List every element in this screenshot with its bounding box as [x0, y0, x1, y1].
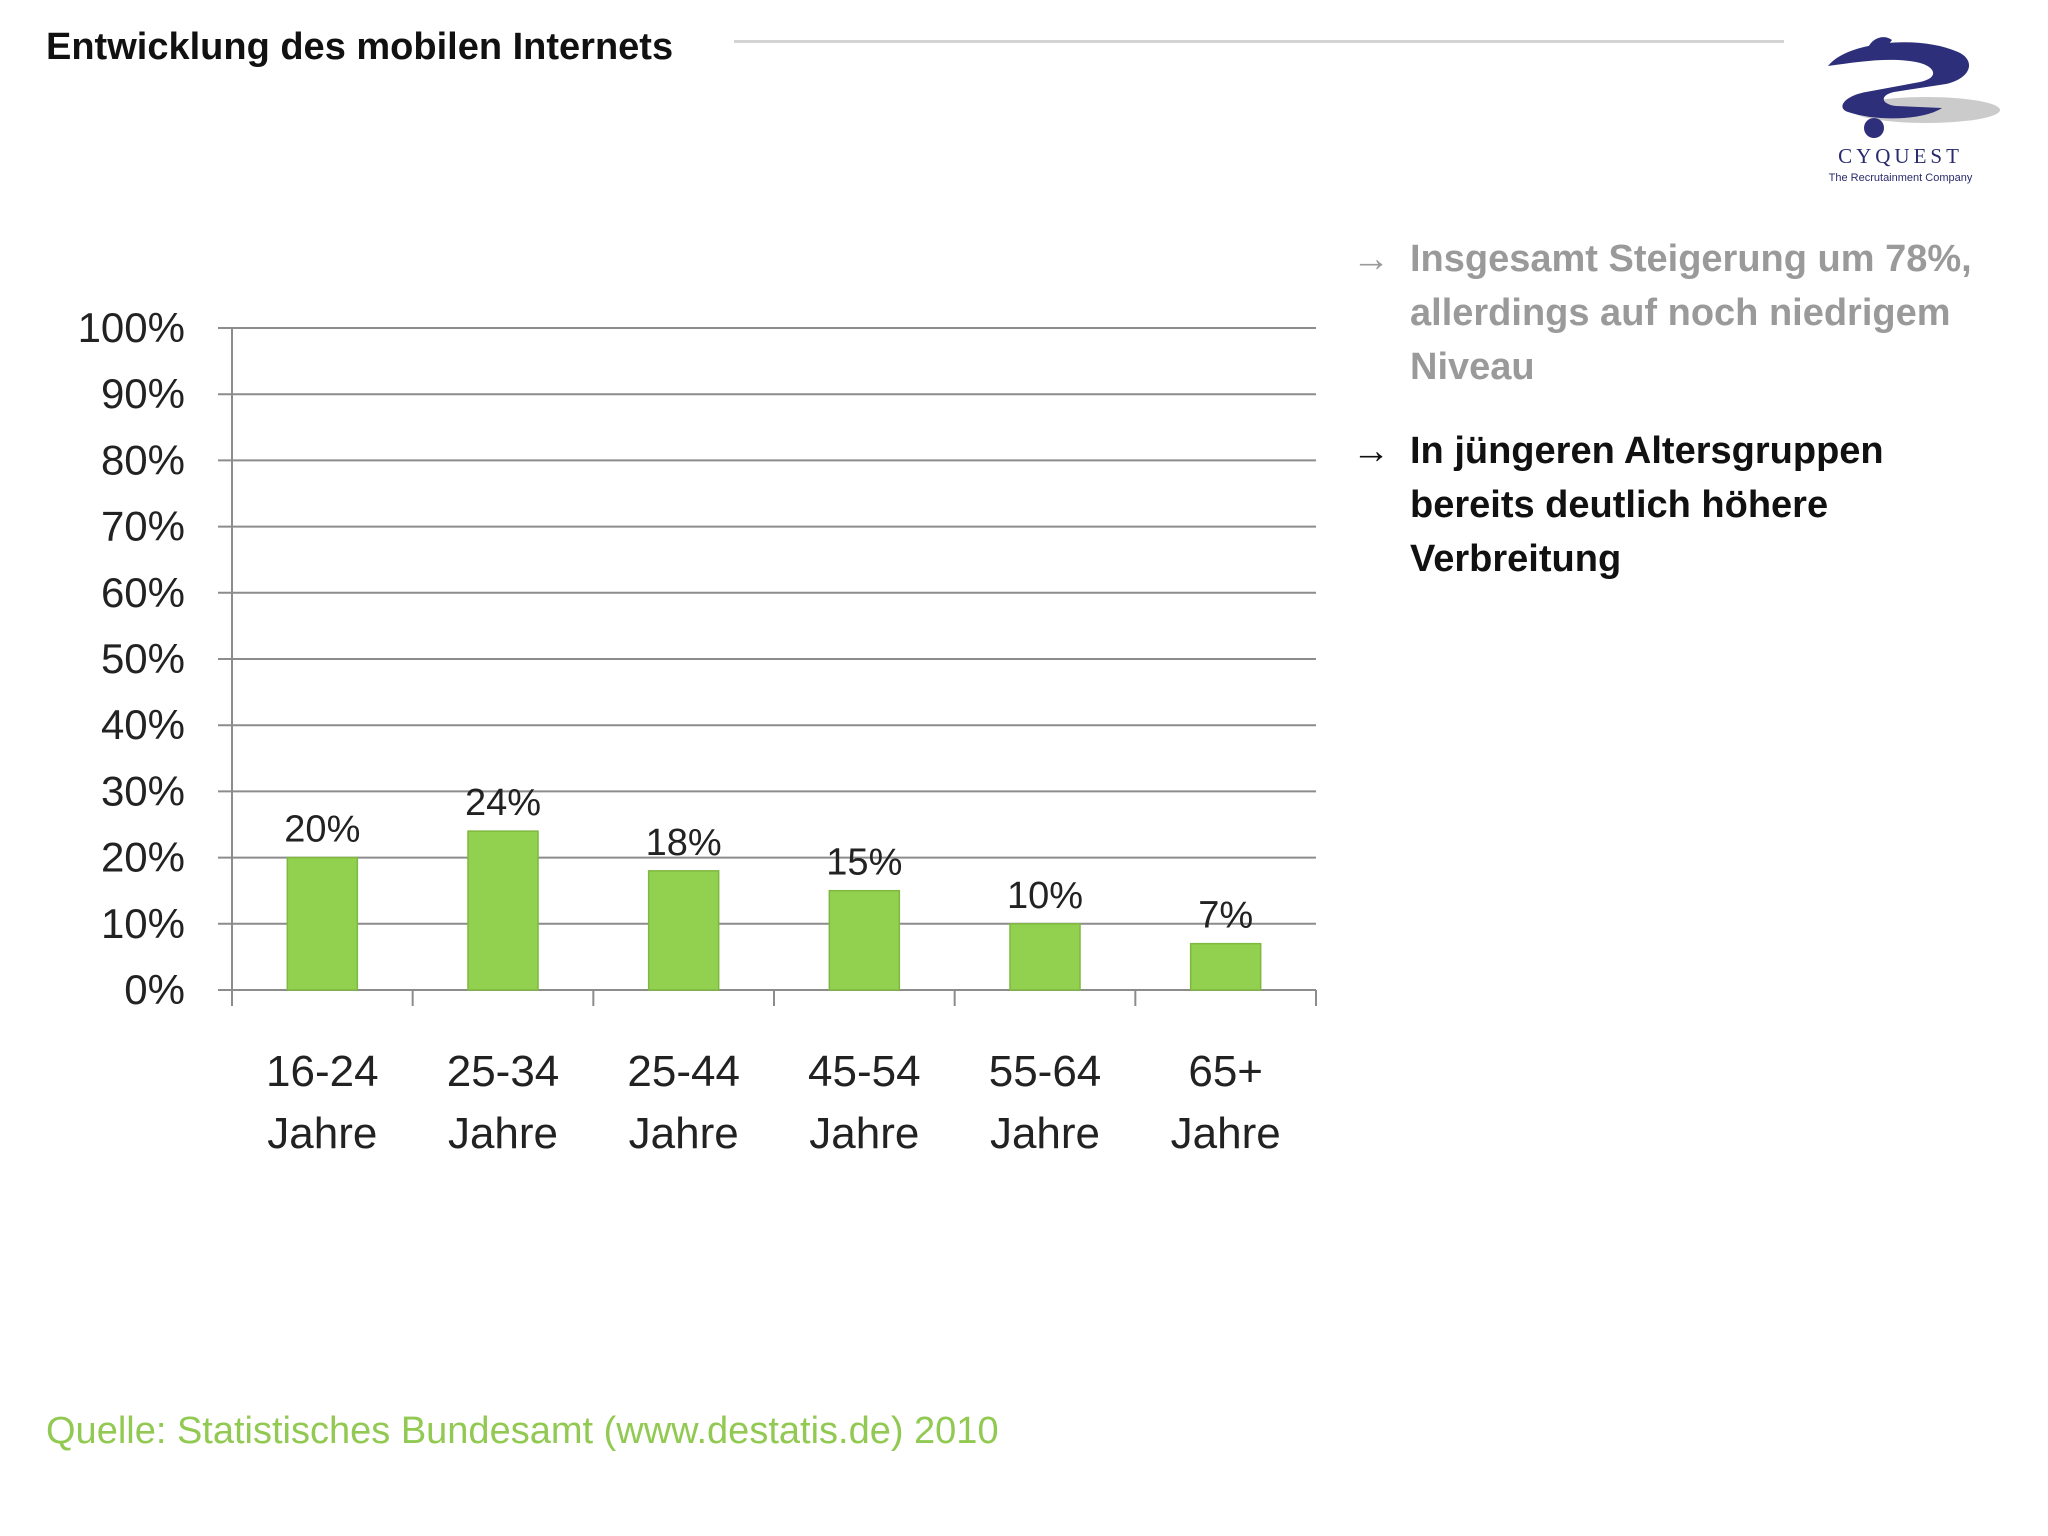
bar: [647, 870, 720, 991]
title-divider: [734, 40, 1784, 43]
bar-chart: 0% 10% 20% 30% 40% 50% 60% 70% 80% 90% 100% 20% 16-2…: [78, 304, 1317, 1158]
y-tick-label: 80%: [101, 436, 185, 483]
source-note: Quelle: Statistisches Bundesamt (www.des…: [46, 1410, 999, 1452]
bullet-item: → Insgesamt Steigerung um 78%, allerding…: [1352, 232, 2012, 394]
y-tick-label: 60%: [101, 569, 185, 616]
y-tick-label: 20%: [101, 834, 185, 881]
bullet-item: → In jüngeren Altersgruppen bereits deut…: [1352, 424, 2012, 586]
cyquest-logo-icon: [1828, 37, 2000, 138]
logo-tagline: The Recrutainment Company: [1828, 172, 1973, 184]
x-tick-label: Jahre: [629, 1109, 739, 1158]
data-label: 18%: [646, 822, 722, 864]
x-tick-label: Jahre: [267, 1109, 377, 1158]
x-tick-label: 25-34: [447, 1047, 560, 1096]
arrow-right-icon: →: [1352, 430, 1390, 472]
logo-name: CYQUEST: [1838, 144, 1963, 168]
arrow-right-icon: →: [1352, 238, 1390, 280]
x-tick-label: Jahre: [448, 1109, 558, 1158]
data-label: 20%: [284, 809, 360, 851]
bar: [1009, 923, 1081, 991]
x-tick-label: 65+: [1188, 1047, 1263, 1096]
data-label: 15%: [826, 842, 902, 884]
bullet-list: → Insgesamt Steigerung um 78%, allerding…: [1352, 232, 2012, 616]
y-tick-label: 90%: [101, 370, 185, 417]
bar: [828, 889, 901, 991]
data-label: 24%: [465, 782, 541, 824]
x-tick-label: 25-44: [627, 1047, 740, 1096]
y-tick-label: 10%: [101, 900, 185, 947]
y-tick-label: 50%: [101, 635, 185, 682]
x-tick-label: Jahre: [1171, 1109, 1281, 1158]
bullet-text: In jüngeren Altersgruppen bereits deutli…: [1410, 430, 1884, 580]
bar: [467, 830, 539, 991]
y-tick-label: 0%: [124, 966, 185, 1013]
bar: [286, 856, 359, 991]
x-tick-label: 55-64: [989, 1047, 1102, 1096]
data-label: 10%: [1007, 875, 1083, 917]
slide-title: Entwicklung des mobilen Internets: [46, 26, 674, 68]
bullet-text: Insgesamt Steigerung um 78%, allerdings …: [1410, 238, 1972, 388]
data-label: 7%: [1198, 895, 1253, 937]
x-tick-label: 16-24: [266, 1047, 379, 1096]
cyquest-logo: CYQUEST The Recrutainment Company: [1808, 30, 2028, 200]
x-tick-label: Jahre: [809, 1109, 919, 1158]
y-tick-label: 40%: [101, 701, 185, 748]
x-tick-label: Jahre: [990, 1109, 1100, 1158]
y-tick-label: 100%: [78, 304, 185, 351]
x-tick-label: 45-54: [808, 1047, 921, 1096]
y-tick-label: 70%: [101, 503, 185, 550]
bar: [1189, 942, 1262, 991]
y-tick-label: 30%: [101, 767, 185, 814]
